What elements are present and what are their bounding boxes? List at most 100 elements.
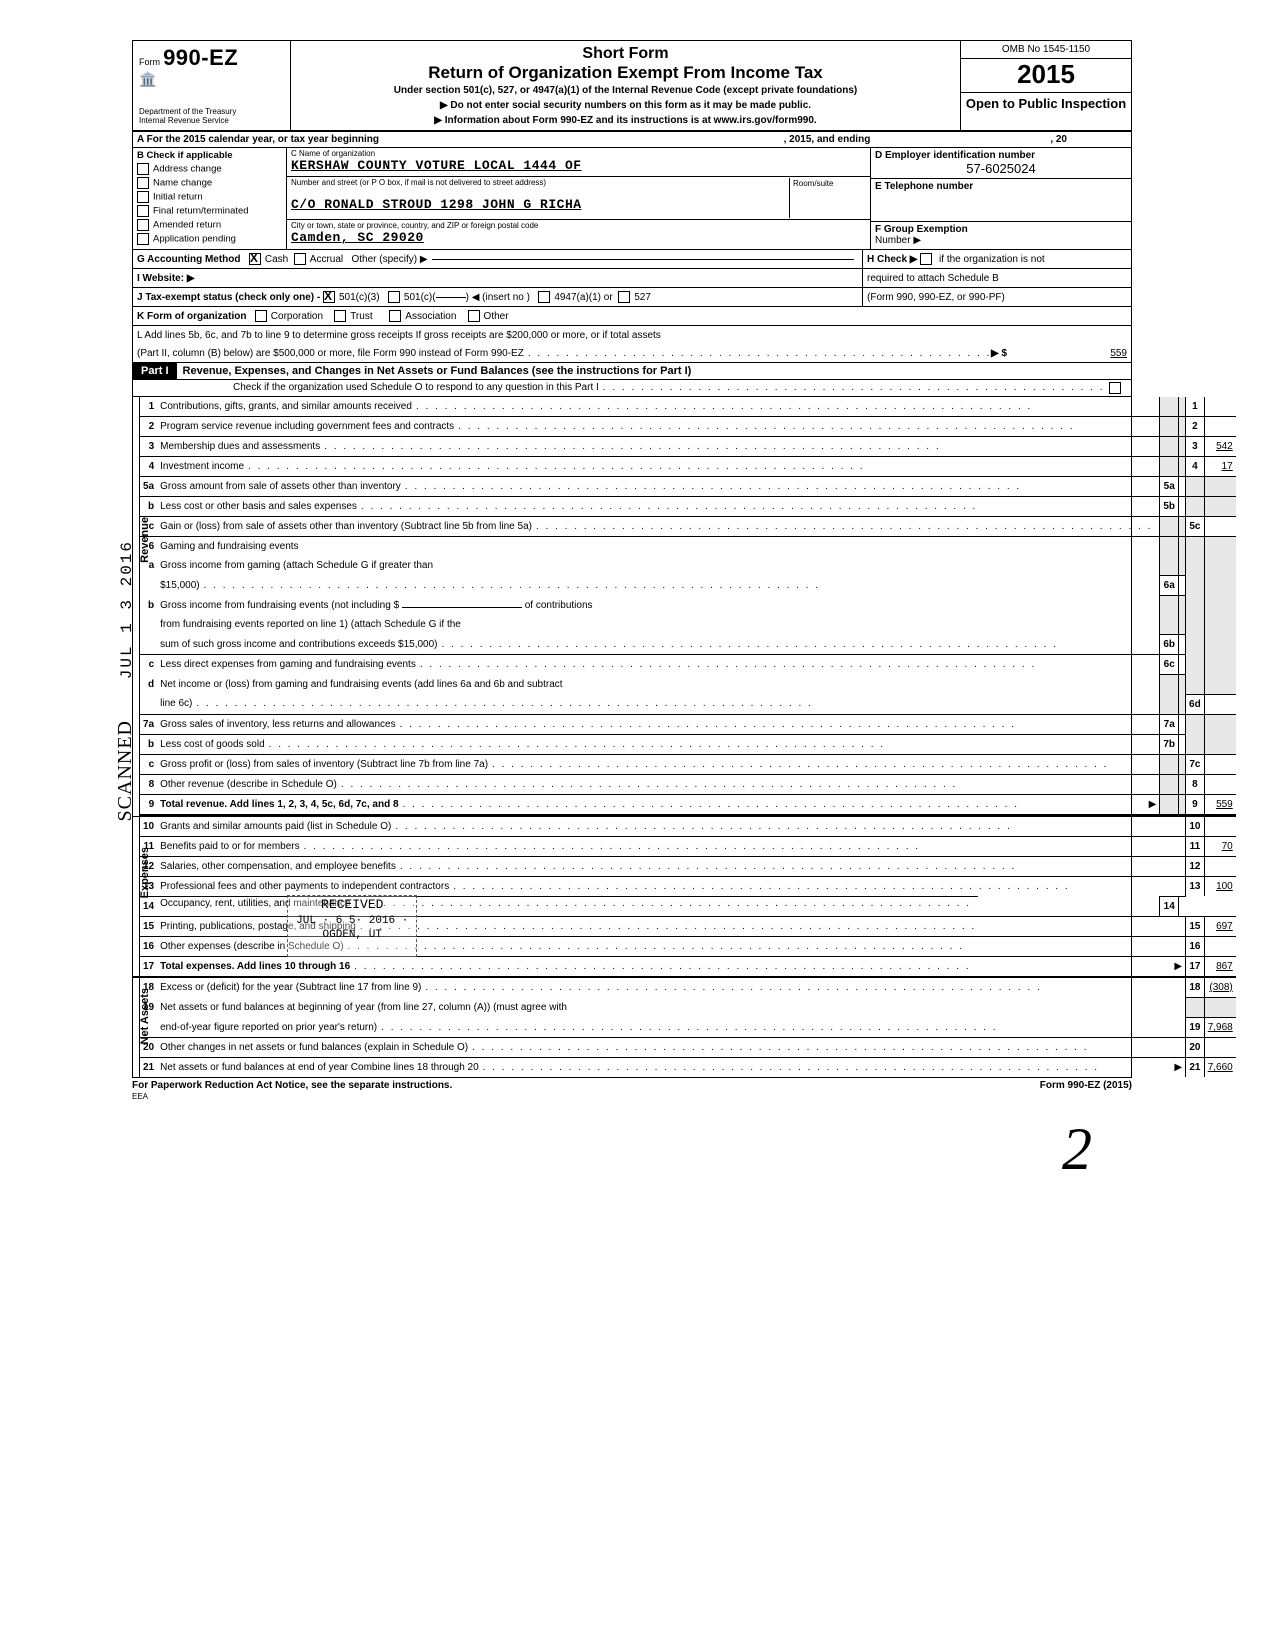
chk-501c[interactable] xyxy=(388,291,400,303)
footer: For Paperwork Reduction Act Notice, see … xyxy=(132,1078,1132,1104)
open-to-public: Open to Public Inspection xyxy=(961,93,1131,116)
c-label: C Name of organization xyxy=(291,149,866,158)
city-row: City or town, state or province, country… xyxy=(287,220,870,248)
chk-final-return[interactable]: Final return/terminated xyxy=(137,205,282,217)
line-l-1: L Add lines 5b, 6c, and 7b to line 9 to … xyxy=(132,326,1132,344)
g-label: G Accounting Method xyxy=(137,254,241,265)
line-h-2: required to attach Schedule B xyxy=(862,269,1132,288)
part-i-title: Revenue, Expenses, and Changes in Net As… xyxy=(177,363,1131,379)
group-exemption-row: F Group Exemption Number ▶ xyxy=(871,222,1131,249)
revenue-label: Revenue xyxy=(139,517,151,563)
val-5c xyxy=(1204,517,1236,537)
city-label: City or town, state or province, country… xyxy=(291,221,866,230)
chk-initial-return[interactable]: Initial return xyxy=(137,191,282,203)
line-i: I Website: ▶ xyxy=(132,269,862,288)
part-i-label: Part I xyxy=(133,363,177,379)
d-label: D Employer identification number xyxy=(875,150,1035,161)
val-1 xyxy=(1204,397,1236,417)
street-value: C/O RONALD STROUD 1298 JOHN G RICHA xyxy=(291,197,789,212)
val-2 xyxy=(1204,417,1236,437)
chk-4947[interactable] xyxy=(538,291,550,303)
omb-number: OMB No 1545-1150 xyxy=(961,41,1131,59)
b-header: B Check if applicable xyxy=(137,150,282,161)
part-i-table: Check if the organization used Schedule … xyxy=(132,380,1132,1078)
received-stamp: RECEIVED JUL · 6 5· 2016 · OGDEN, UT xyxy=(287,895,417,957)
chk-sched-b[interactable] xyxy=(920,253,932,265)
chk-app-pending[interactable]: Application pending xyxy=(137,233,282,245)
ein-value: 57-6025024 xyxy=(875,161,1127,176)
chk-other-org[interactable] xyxy=(468,310,480,322)
val-3: 542 xyxy=(1204,437,1236,457)
footer-right: Form 990-EZ (2015) xyxy=(1040,1080,1132,1102)
info-line: ▶ Information about Form 990-EZ and its … xyxy=(299,115,952,126)
chk-assoc[interactable] xyxy=(389,310,401,322)
row-a-label: A For the 2015 calendar year, or tax yea… xyxy=(137,134,379,145)
chk-sched-o[interactable] xyxy=(1109,382,1121,394)
val-12 xyxy=(1204,856,1236,876)
return-title: Return of Organization Exempt From Incom… xyxy=(299,63,952,83)
under-section: Under section 501(c), 527, or 4947(a)(1)… xyxy=(299,85,952,96)
val-17: 867 xyxy=(1204,957,1236,978)
entity-block: B Check if applicable Address change Nam… xyxy=(132,148,1132,250)
chk-corp[interactable] xyxy=(255,310,267,322)
chk-name-change[interactable]: Name change xyxy=(137,177,282,189)
val-4: 17 xyxy=(1204,457,1236,477)
line-h-3: (Form 990, 990-EZ, or 990-PF) xyxy=(862,288,1132,307)
row-a-mid: , 2015, and ending xyxy=(784,134,871,145)
col-c: C Name of organization KERSHAW COUNTY VO… xyxy=(287,148,870,249)
chk-accrual[interactable] xyxy=(294,253,306,265)
org-name-row: C Name of organization KERSHAW COUNTY VO… xyxy=(287,148,870,177)
addr-label: Number and street (or P O box, if mail i… xyxy=(291,178,789,187)
f-number: Number ▶ xyxy=(875,235,921,246)
part-i-header: Part I Revenue, Expenses, and Changes in… xyxy=(132,363,1132,380)
signature-mark: 2 xyxy=(1062,1115,1092,1184)
chk-amended[interactable]: Amended return xyxy=(137,219,282,231)
form-label: Form xyxy=(139,57,160,67)
val-20 xyxy=(1204,1038,1236,1058)
no-ssn-line: ▶ Do not enter social security numbers o… xyxy=(299,100,952,111)
room-suite: Room/suite xyxy=(790,178,866,218)
chk-address-change[interactable]: Address change xyxy=(137,163,282,175)
ein-row: D Employer identification number 57-6025… xyxy=(871,148,1131,179)
val-19: 7,968 xyxy=(1204,1018,1236,1038)
telephone-row: E Telephone number xyxy=(871,179,1131,222)
f-label: F Group Exemption xyxy=(875,224,968,235)
footer-eea: EEA xyxy=(132,1092,148,1101)
line-l-2: (Part II, column (B) below) are $500,000… xyxy=(132,344,1132,363)
line-h-1: H Check ▶ if the organization is not xyxy=(862,250,1132,269)
tax-year: 2015 xyxy=(961,59,1131,93)
street-row: Number and street (or P O box, if mail i… xyxy=(287,177,870,220)
val-7c xyxy=(1204,754,1236,774)
val-14 xyxy=(1179,896,1186,917)
line-g: G Accounting Method Cash Accrual Other (… xyxy=(132,250,862,269)
val-9: 559 xyxy=(1204,794,1236,815)
col-b: B Check if applicable Address change Nam… xyxy=(133,148,287,249)
val-21: 7,660 xyxy=(1204,1058,1236,1078)
header-center: Short Form Return of Organization Exempt… xyxy=(291,41,961,130)
val-6d xyxy=(1204,694,1236,714)
org-name: KERSHAW COUNTY VOTURE LOCAL 1444 OF xyxy=(291,158,866,173)
footer-left: For Paperwork Reduction Act Notice, see … xyxy=(132,1080,452,1091)
col-d: D Employer identification number 57-6025… xyxy=(870,148,1131,249)
expenses-label: Expenses xyxy=(139,847,151,898)
lines-table: Revenue 1 Contributions, gifts, grants, … xyxy=(133,397,1236,1077)
short-form-title: Short Form xyxy=(299,45,952,63)
line-j: J Tax-exempt status (check only one) - 5… xyxy=(132,288,862,307)
e-label: E Telephone number xyxy=(875,181,973,192)
val-16 xyxy=(1204,937,1236,957)
val-11: 70 xyxy=(1204,836,1236,856)
header-right: OMB No 1545-1150 2015 Open to Public Ins… xyxy=(961,41,1131,130)
form-header: Form 990-EZ 🏛️ Department of the Treasur… xyxy=(132,40,1132,132)
chk-527[interactable] xyxy=(618,291,630,303)
netassets-label: Net Assets xyxy=(139,988,151,1044)
header-left: Form 990-EZ 🏛️ Department of the Treasur… xyxy=(133,41,291,130)
city-value: Camden, SC 29020 xyxy=(291,230,866,245)
dept-treasury: Department of the Treasury Internal Reve… xyxy=(139,108,284,126)
chk-501c3[interactable] xyxy=(323,291,335,303)
val-15: 697 xyxy=(1204,917,1236,937)
chk-cash[interactable] xyxy=(249,253,261,265)
line-l-value: 559 xyxy=(1007,348,1127,359)
form-number: 990-EZ xyxy=(163,45,238,70)
part-i-check: Check if the organization used Schedule … xyxy=(133,380,1131,397)
chk-trust[interactable] xyxy=(334,310,346,322)
